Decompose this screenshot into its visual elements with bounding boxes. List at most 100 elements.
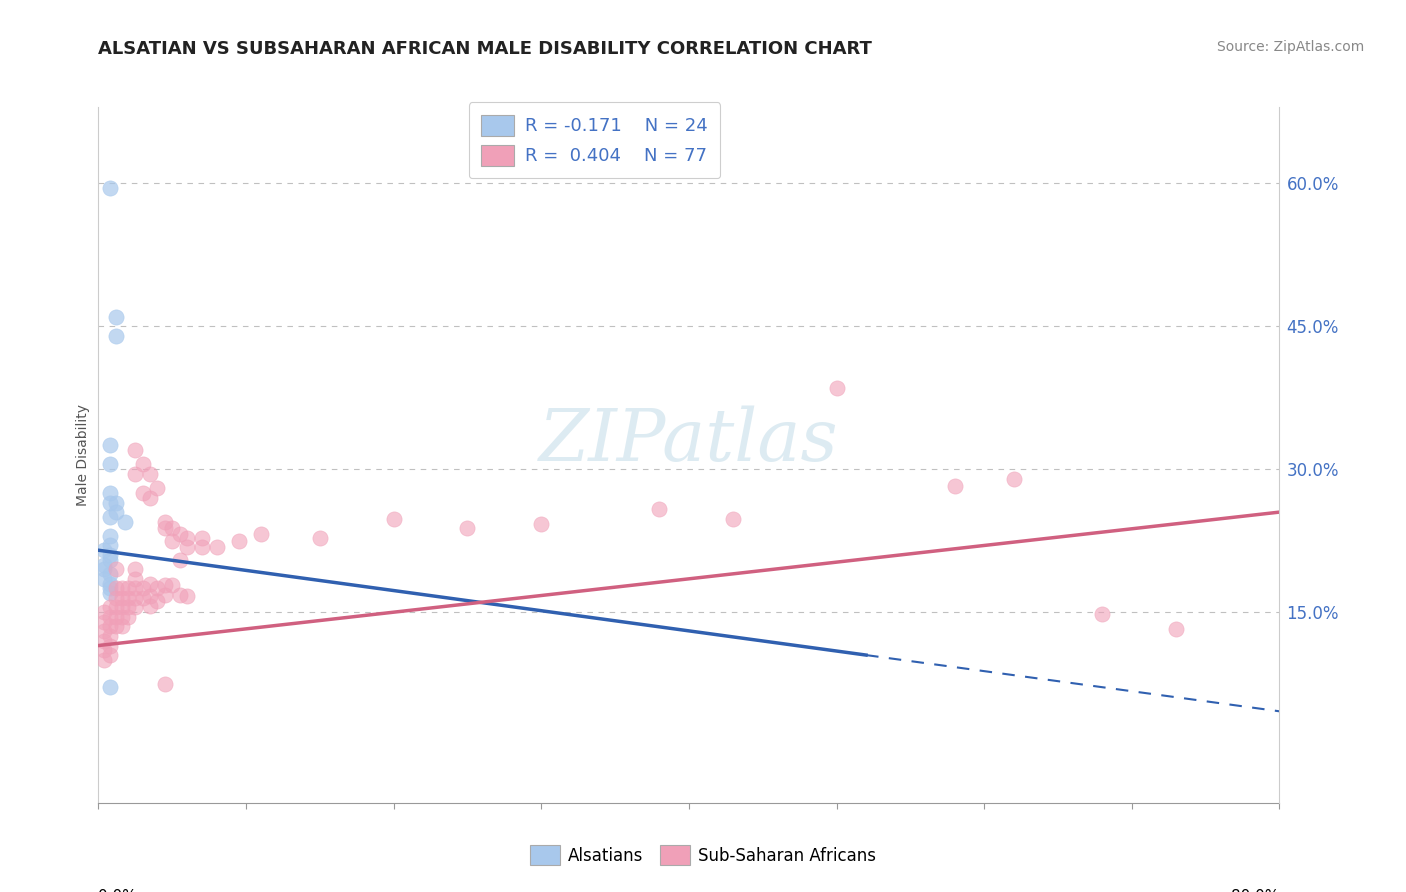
Point: [146, 582, 169, 596]
Point: [162, 578, 183, 592]
Point: [111, 610, 134, 624]
Point: [132, 458, 155, 472]
Point: [98, 553, 121, 567]
Point: [169, 527, 191, 541]
Point: [124, 562, 146, 576]
Text: ALSATIAN VS SUBSAHARAN AFRICAN MALE DISABILITY CORRELATION CHART: ALSATIAN VS SUBSAHARAN AFRICAN MALE DISA…: [98, 40, 872, 58]
Point: [176, 531, 198, 545]
Point: [105, 591, 128, 605]
Point: [530, 517, 553, 532]
Point: [124, 467, 146, 481]
Point: [191, 531, 214, 545]
Point: [98, 639, 121, 653]
Point: [117, 591, 139, 605]
Point: [117, 582, 139, 596]
Point: [98, 567, 121, 582]
Point: [124, 572, 146, 586]
Point: [98, 529, 121, 543]
Point: [93, 558, 115, 572]
Point: [943, 479, 966, 493]
Point: [105, 619, 128, 633]
Point: [98, 438, 121, 452]
Point: [98, 619, 121, 633]
Point: [105, 495, 128, 509]
Legend: R = -0.171    N = 24, R =  0.404    N = 77: R = -0.171 N = 24, R = 0.404 N = 77: [468, 103, 720, 178]
Point: [162, 521, 183, 535]
Point: [146, 593, 169, 607]
Point: [114, 515, 136, 529]
Point: [153, 588, 176, 602]
Point: [93, 605, 115, 619]
Point: [98, 509, 121, 524]
Point: [105, 610, 128, 624]
Point: [98, 181, 121, 195]
Text: Source: ZipAtlas.com: Source: ZipAtlas.com: [1216, 40, 1364, 54]
Text: 0.0%: 0.0%: [98, 888, 138, 892]
Point: [250, 527, 273, 541]
Point: [169, 553, 191, 567]
Point: [723, 512, 745, 526]
Point: [124, 591, 146, 605]
Point: [169, 588, 191, 602]
Point: [111, 591, 134, 605]
Text: 80.0%: 80.0%: [1232, 888, 1279, 892]
Point: [117, 600, 139, 615]
Point: [98, 648, 121, 662]
Point: [98, 582, 121, 596]
Point: [105, 600, 128, 615]
Point: [111, 600, 134, 615]
Point: [98, 586, 121, 600]
Point: [111, 582, 134, 596]
Point: [105, 562, 128, 576]
Point: [98, 495, 121, 509]
Point: [93, 653, 115, 667]
Point: [93, 543, 115, 558]
Point: [98, 629, 121, 643]
Point: [98, 680, 121, 694]
Point: [176, 541, 198, 555]
Point: [98, 610, 121, 624]
Point: [93, 572, 115, 586]
Point: [139, 576, 162, 591]
Text: ZIPatlas: ZIPatlas: [538, 406, 839, 476]
Point: [105, 582, 128, 596]
Y-axis label: Male Disability: Male Disability: [76, 404, 90, 506]
Point: [93, 562, 115, 576]
Point: [191, 541, 214, 555]
Point: [132, 486, 155, 500]
Point: [139, 467, 162, 481]
Point: [456, 521, 478, 535]
Point: [176, 589, 198, 603]
Point: [98, 600, 121, 615]
Point: [98, 539, 121, 553]
Point: [139, 491, 162, 505]
Point: [153, 515, 176, 529]
Point: [1164, 623, 1187, 637]
Point: [153, 676, 176, 690]
Point: [105, 310, 128, 324]
Point: [153, 521, 176, 535]
Point: [132, 591, 155, 605]
Point: [153, 578, 176, 592]
Point: [382, 512, 405, 526]
Point: [93, 633, 115, 648]
Point: [105, 328, 128, 343]
Point: [132, 582, 155, 596]
Point: [1091, 607, 1114, 621]
Point: [139, 589, 162, 603]
Point: [93, 643, 115, 657]
Point: [93, 624, 115, 639]
Point: [139, 599, 162, 613]
Point: [1002, 472, 1025, 486]
Point: [93, 615, 115, 629]
Point: [205, 541, 228, 555]
Point: [98, 548, 121, 562]
Point: [124, 443, 146, 458]
Legend: Alsatians, Sub-Saharan Africans: Alsatians, Sub-Saharan Africans: [520, 836, 886, 875]
Point: [228, 533, 250, 548]
Point: [105, 505, 128, 519]
Point: [98, 576, 121, 591]
Point: [117, 610, 139, 624]
Point: [98, 458, 121, 472]
Point: [825, 381, 848, 395]
